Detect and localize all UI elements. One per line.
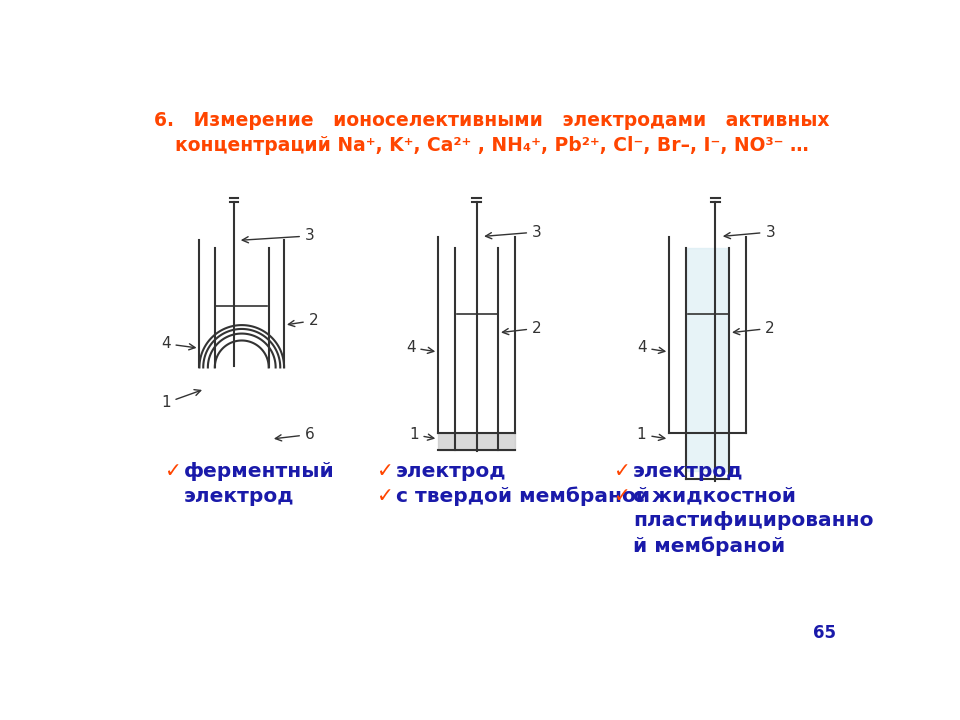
Text: 4: 4: [406, 340, 434, 355]
Text: 3: 3: [486, 225, 541, 240]
Text: с жидкостной: с жидкостной: [633, 487, 796, 505]
Text: й мембраной: й мембраной: [633, 536, 785, 556]
Text: электрод: электрод: [184, 487, 295, 505]
Text: ферментный: ферментный: [184, 462, 335, 481]
Text: ✓: ✓: [376, 462, 394, 481]
Text: 4: 4: [636, 340, 665, 355]
Text: электрод: электрод: [633, 462, 743, 481]
Text: 6: 6: [276, 427, 315, 442]
Text: 6.   Измерение   ионоселективными   электродами   активных: 6. Измерение ионоселективными электродам…: [155, 111, 829, 130]
Text: ✓: ✓: [613, 487, 631, 505]
Text: 2: 2: [288, 313, 319, 328]
Text: 3: 3: [242, 228, 315, 243]
Text: 2: 2: [502, 321, 541, 336]
Text: пластифицированно: пластифицированно: [633, 511, 874, 531]
Text: 2: 2: [733, 321, 775, 336]
Text: 1: 1: [161, 390, 201, 410]
Text: 1: 1: [409, 427, 434, 442]
Text: концентраций Na⁺, K⁺, Ca²⁺ , NH₄⁺, Pb²⁺, Cl⁻, Br–, I⁻, NO³⁻ …: концентраций Na⁺, K⁺, Ca²⁺ , NH₄⁺, Pb²⁺,…: [175, 137, 809, 156]
Text: ✓: ✓: [613, 462, 631, 481]
Polygon shape: [438, 433, 516, 450]
Polygon shape: [686, 248, 729, 472]
Text: электрод: электрод: [396, 462, 506, 481]
Text: 1: 1: [636, 427, 665, 442]
Text: ✓: ✓: [376, 487, 394, 505]
Text: 4: 4: [161, 336, 195, 351]
Text: ✓: ✓: [165, 462, 181, 481]
Text: 3: 3: [724, 225, 775, 240]
Text: с твердой мембраной: с твердой мембраной: [396, 487, 650, 506]
Text: 65: 65: [813, 624, 836, 642]
